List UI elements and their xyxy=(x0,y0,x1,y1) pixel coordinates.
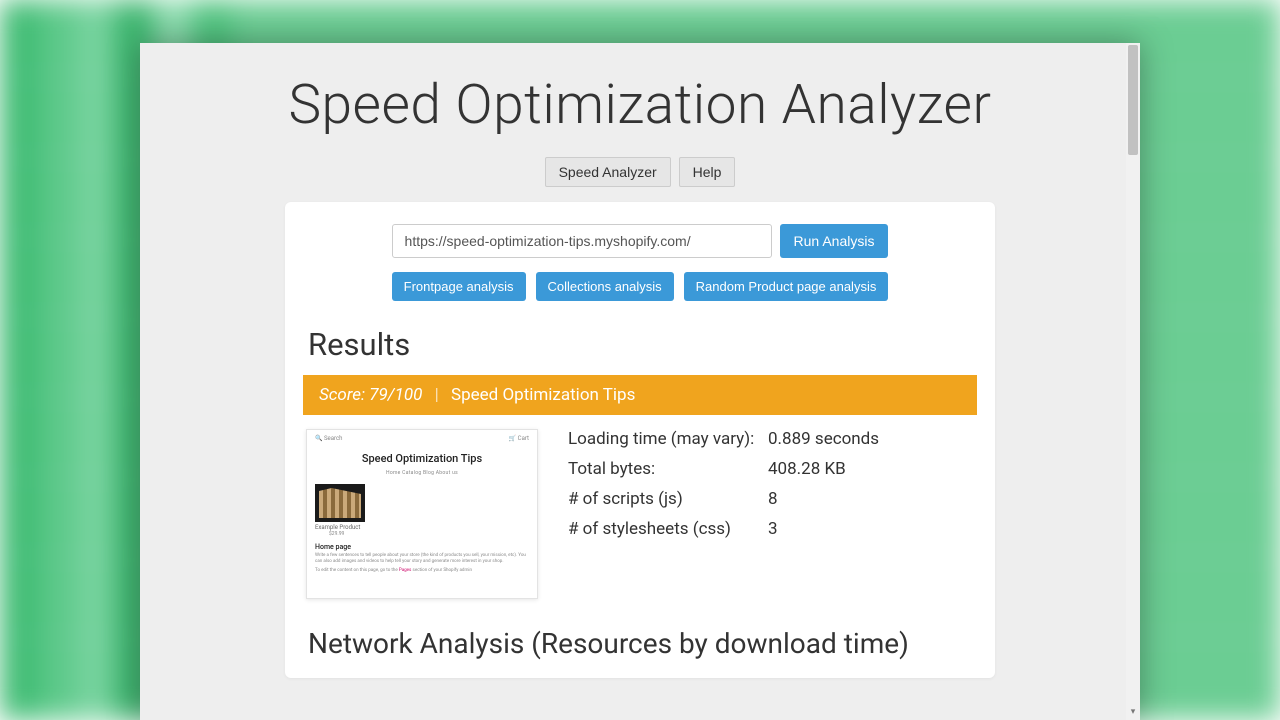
url-form: Run Analysis xyxy=(303,224,977,258)
run-analysis-button[interactable]: Run Analysis xyxy=(780,224,889,258)
stat-row: Loading time (may vary): 0.889 seconds xyxy=(568,429,974,449)
score-value: Score: 79/100 xyxy=(319,385,422,405)
thumb-product-price: $29.99 xyxy=(329,531,529,537)
scrollbar[interactable]: ▾ xyxy=(1126,43,1140,720)
stat-label: Loading time (may vary): xyxy=(568,429,768,449)
thumb-title: Speed Optimization Tips xyxy=(315,452,529,465)
stat-label: # of stylesheets (css) xyxy=(568,519,768,539)
stat-label: # of scripts (js) xyxy=(568,489,768,509)
scrollbar-down-icon[interactable]: ▾ xyxy=(1126,706,1140,718)
thumb-desc-1: Write a few sentences to tell people abo… xyxy=(315,553,529,566)
page-title: Speed Optimization Analyzer xyxy=(140,73,1140,137)
tab-help[interactable]: Help xyxy=(679,157,736,187)
stat-row: # of scripts (js) 8 xyxy=(568,489,974,509)
url-input[interactable] xyxy=(392,224,772,258)
scrollbar-thumb[interactable] xyxy=(1128,45,1138,155)
quick-analysis-row: Frontpage analysis Collections analysis … xyxy=(303,272,977,301)
thumb-nav-search: 🔍 Search xyxy=(315,435,342,442)
thumb-menu: Home Catalog Blog About us xyxy=(315,470,529,476)
collections-analysis-button[interactable]: Collections analysis xyxy=(536,272,674,301)
app-window: ▾ Speed Optimization Analyzer Speed Anal… xyxy=(140,43,1140,720)
network-heading: Network Analysis (Resources by download … xyxy=(303,627,977,660)
thumb-desc-2: To edit the content on this page, go to … xyxy=(315,568,529,574)
site-thumbnail: 🔍 Search 🛒 Cart Speed Optimization Tips … xyxy=(306,429,538,599)
toolbar: Speed Analyzer Help xyxy=(140,157,1140,187)
thumb-product-image xyxy=(315,484,365,522)
score-divider: | xyxy=(435,385,439,405)
result-body: 🔍 Search 🛒 Cart Speed Optimization Tips … xyxy=(303,429,977,599)
random-product-analysis-button[interactable]: Random Product page analysis xyxy=(684,272,889,301)
stat-value: 8 xyxy=(768,489,778,509)
stat-label: Total bytes: xyxy=(568,459,768,479)
thumb-product-caption: Example Product xyxy=(315,524,529,531)
thumb-nav-cart: 🛒 Cart xyxy=(509,435,529,442)
stats-table: Loading time (may vary): 0.889 seconds T… xyxy=(568,429,974,599)
score-site-name: Speed Optimization Tips xyxy=(451,385,635,405)
stat-value: 408.28 KB xyxy=(768,459,846,479)
frontpage-analysis-button[interactable]: Frontpage analysis xyxy=(392,272,526,301)
stat-row: # of stylesheets (css) 3 xyxy=(568,519,974,539)
results-heading: Results xyxy=(303,326,977,363)
thumb-section-title: Home page xyxy=(315,543,529,551)
score-banner: Score: 79/100 | Speed Optimization Tips xyxy=(303,375,977,415)
tab-speed-analyzer[interactable]: Speed Analyzer xyxy=(545,157,671,187)
main-card: Run Analysis Frontpage analysis Collecti… xyxy=(285,202,995,678)
stat-value: 0.889 seconds xyxy=(768,429,879,449)
stat-row: Total bytes: 408.28 KB xyxy=(568,459,974,479)
stat-value: 3 xyxy=(768,519,778,539)
